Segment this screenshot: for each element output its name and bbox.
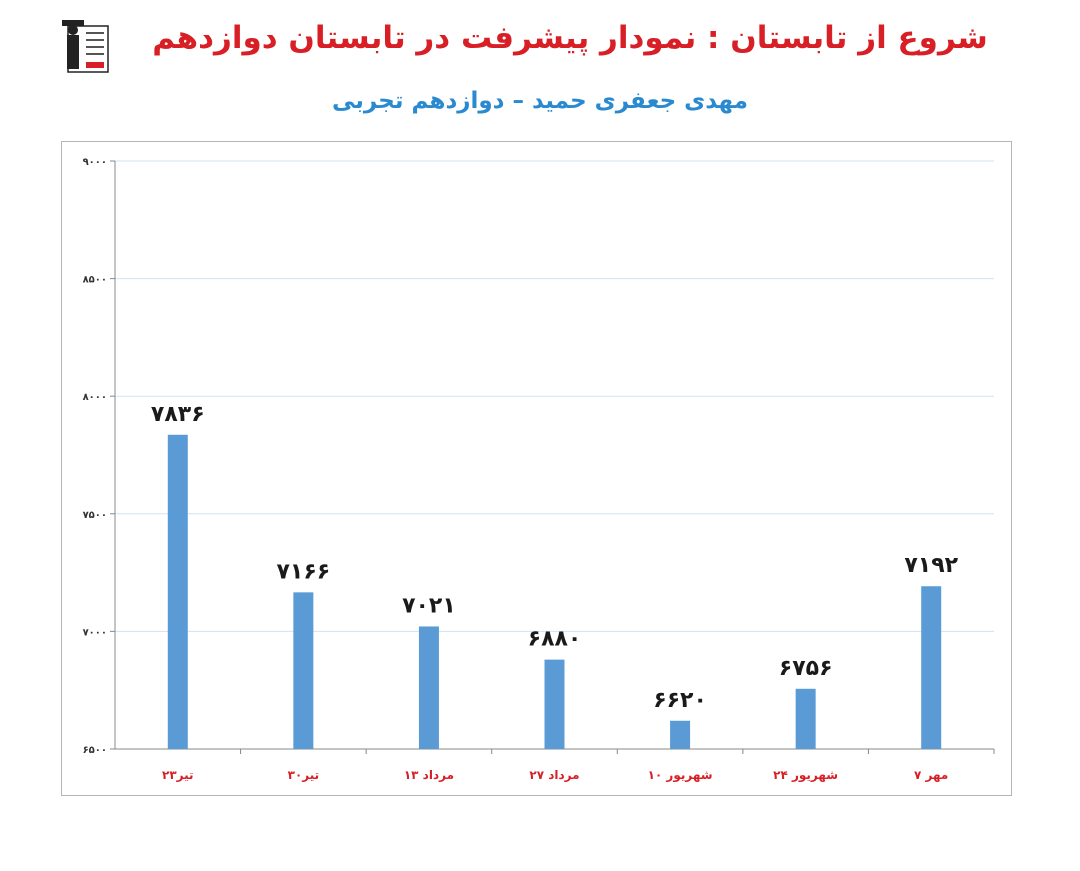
chart-area: ۶۵۰۰ ۷۰۰۰ ۷۵۰۰ ۸۰۰۰ ۸۵۰۰ ۹۰۰۰ ۷۸۳۶ ۲۳تیر ۷۱۶۶ ۳۰ت… xyxy=(61,141,1012,796)
y-tick-label: ۸۰۰۰ xyxy=(83,392,107,403)
category-label: ۲۳تیر xyxy=(162,768,194,782)
category-label: ۱۰ شهریور xyxy=(648,768,713,783)
category-label: ۲۴ شهریور xyxy=(773,768,838,783)
value-label: ۶۷۵۶ xyxy=(779,656,833,681)
y-tick-label: ۸۵۰۰ xyxy=(83,275,107,286)
y-tick-label: ۹۰۰۰ xyxy=(83,157,107,168)
kanoon-logo xyxy=(62,20,109,73)
bar xyxy=(795,688,816,749)
y-tick-label: ۷۵۰۰ xyxy=(83,510,107,521)
value-label: ۷۱۶۶ xyxy=(276,559,330,584)
page-title: شروع از تابستان : نمودار پیشرفت در تابست… xyxy=(152,20,988,56)
bar xyxy=(544,659,565,749)
bar xyxy=(670,720,691,749)
value-label: ۶۶۲۰ xyxy=(653,688,707,713)
value-label: ۶۸۸۰ xyxy=(528,627,582,652)
bar xyxy=(293,592,314,749)
bar xyxy=(167,434,188,749)
category-label: ۱۳ مرداد xyxy=(404,768,454,782)
value-label: ۷۱۹۲ xyxy=(904,553,958,578)
category-label: ۳۰تیر xyxy=(288,768,320,782)
value-label: ۷۸۳۶ xyxy=(151,402,205,427)
y-tick-label: ۷۰۰۰ xyxy=(83,627,107,638)
page-subtitle: مهدی جعفری حمید – دوازدهم تجربی xyxy=(332,88,748,114)
category-label: ۲۷ مرداد xyxy=(529,768,579,782)
category-label: ۷ مهر xyxy=(914,768,948,782)
bar xyxy=(418,626,439,749)
bar-chart: ۶۵۰۰ ۷۰۰۰ ۷۵۰۰ ۸۰۰۰ ۸۵۰۰ ۹۰۰۰ ۷۸۳۶ ۲۳تیر ۷۱۶۶ ۳۰ت… xyxy=(83,157,995,783)
value-label: ۷۰۲۱ xyxy=(402,593,456,618)
bar xyxy=(921,586,942,749)
y-tick-label: ۶۵۰۰ xyxy=(83,745,107,756)
